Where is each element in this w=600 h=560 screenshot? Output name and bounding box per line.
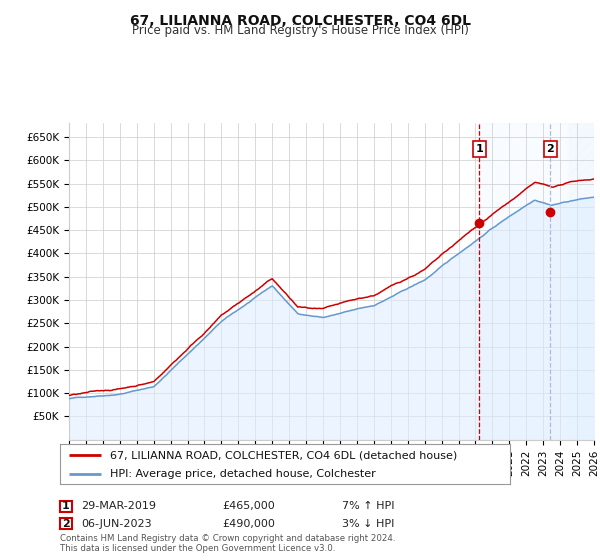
Text: 7% ↑ HPI: 7% ↑ HPI bbox=[342, 501, 395, 511]
Text: 3% ↓ HPI: 3% ↓ HPI bbox=[342, 519, 394, 529]
Text: 2: 2 bbox=[62, 519, 70, 529]
Text: HPI: Average price, detached house, Colchester: HPI: Average price, detached house, Colc… bbox=[110, 469, 375, 479]
Text: 67, LILIANNA ROAD, COLCHESTER, CO4 6DL: 67, LILIANNA ROAD, COLCHESTER, CO4 6DL bbox=[130, 14, 470, 28]
Bar bbox=[479, 123, 594, 440]
Text: £490,000: £490,000 bbox=[222, 519, 275, 529]
Text: 1: 1 bbox=[62, 501, 70, 511]
Text: 06-JUN-2023: 06-JUN-2023 bbox=[81, 519, 152, 529]
Text: 29-MAR-2019: 29-MAR-2019 bbox=[81, 501, 156, 511]
Text: £465,000: £465,000 bbox=[222, 501, 275, 511]
Text: Price paid vs. HM Land Registry's House Price Index (HPI): Price paid vs. HM Land Registry's House … bbox=[131, 24, 469, 36]
Text: 1: 1 bbox=[475, 144, 483, 154]
Bar bbox=[569, 123, 594, 440]
Text: 67, LILIANNA ROAD, COLCHESTER, CO4 6DL (detached house): 67, LILIANNA ROAD, COLCHESTER, CO4 6DL (… bbox=[110, 450, 457, 460]
Text: 2: 2 bbox=[547, 144, 554, 154]
Text: Contains HM Land Registry data © Crown copyright and database right 2024.
This d: Contains HM Land Registry data © Crown c… bbox=[60, 534, 395, 553]
